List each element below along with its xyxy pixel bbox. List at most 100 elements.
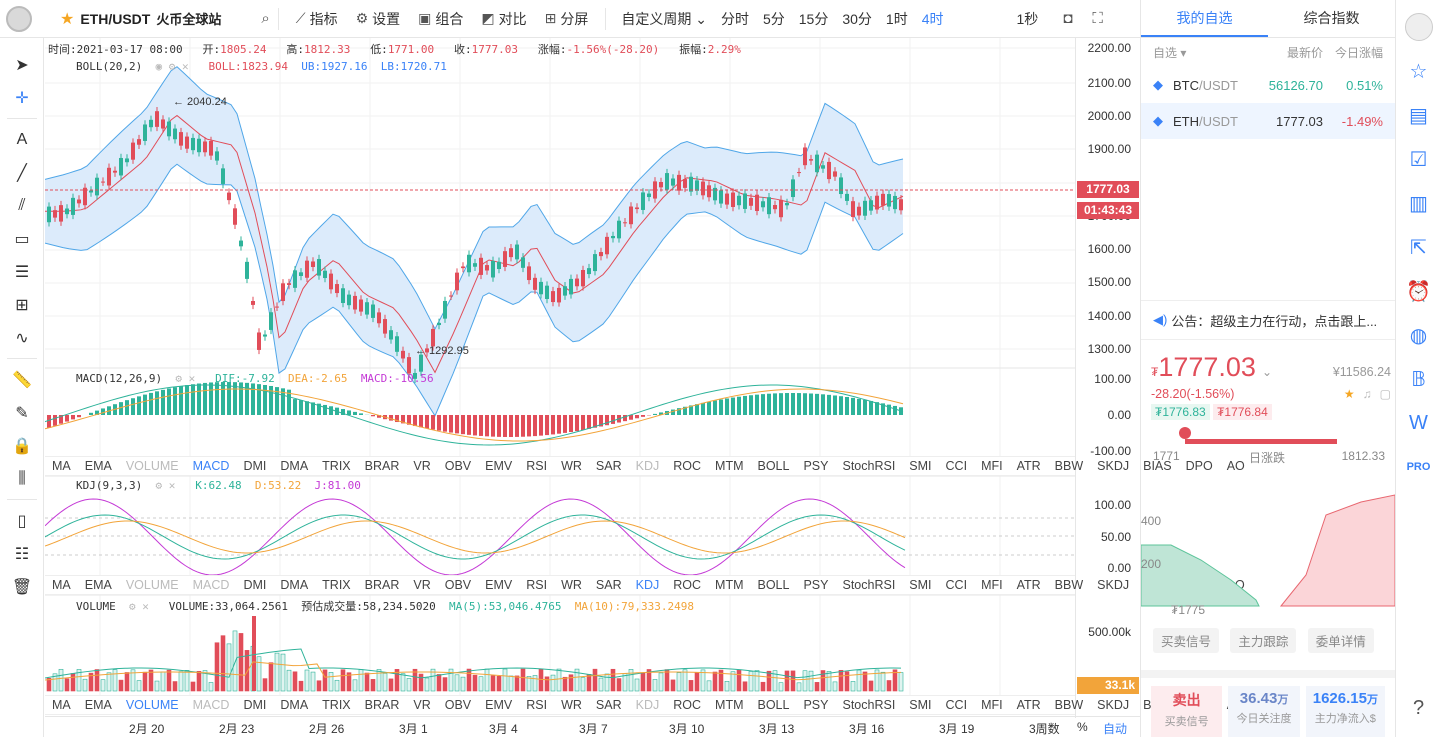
settings-list-icon[interactable]: ☷ — [14, 545, 30, 563]
indicator-tab-ema[interactable]: EMA — [84, 578, 112, 592]
book-icon[interactable]: 𝔹 — [1411, 368, 1426, 391]
indicator-tab-stochrsi[interactable]: StochRSI — [842, 698, 896, 712]
refresh-interval[interactable]: 1秒 — [1016, 10, 1039, 27]
bell-icon[interactable]: ♫ — [1362, 387, 1372, 401]
period-1h[interactable]: 1时 — [885, 10, 908, 27]
indicator-tab-kdj[interactable]: KDJ — [635, 578, 660, 592]
indicator-tab-volume[interactable]: VOLUME — [125, 698, 179, 712]
camera-icon[interactable]: ◘ — [1063, 10, 1073, 27]
wave-tool-icon[interactable]: ∿ — [15, 329, 29, 347]
pro-icon[interactable]: PRO — [1406, 461, 1431, 473]
indicator-tab-mtm[interactable]: MTM — [715, 698, 744, 712]
indicator-tab-brar[interactable]: BRAR — [364, 578, 400, 592]
combo-button[interactable]: ▣ 组合 — [418, 10, 464, 27]
indicator-tab-kdj[interactable]: KDJ — [635, 698, 660, 712]
indicator-tab-obv[interactable]: OBV — [444, 459, 472, 473]
indicator-tab-skdj[interactable]: SKDJ — [1097, 578, 1130, 592]
indicator-tab-vr[interactable]: VR — [413, 578, 431, 592]
indicator-tab-emv[interactable]: EMV — [485, 578, 513, 592]
checklist-icon[interactable]: ☑ — [1409, 148, 1428, 171]
fullscreen-icon[interactable]: ⛶ — [1092, 10, 1103, 27]
compare-button[interactable]: ◩ 对比 — [481, 10, 527, 27]
indicator-tab-roc[interactable]: ROC — [673, 459, 702, 473]
help-icon[interactable]: ? — [1412, 696, 1425, 719]
indicator-tab-ao[interactable]: AO — [1226, 459, 1245, 473]
indicator-tab-bbw[interactable]: BBW — [1054, 578, 1084, 592]
rectangle-tool-icon[interactable]: ▭ — [14, 230, 30, 248]
channel-tool-icon[interactable]: ⫽ — [18, 196, 26, 214]
indicator-tab-ma[interactable]: MA — [52, 578, 71, 592]
indicator-tab-mfi[interactable]: MFI — [981, 698, 1003, 712]
indicator-tab-macd[interactable]: MACD — [192, 459, 230, 473]
kline-chart[interactable]: ← 2040.24 ← 1292.95 — [45, 38, 1075, 718]
crosshair-icon[interactable]: ✛ — [15, 89, 29, 107]
indicator-tab-volume[interactable]: VOLUME — [125, 459, 179, 473]
indicator-tab-skdj[interactable]: SKDJ — [1097, 698, 1130, 712]
notice-bar[interactable]: ◀) 公告：超级主力在行动，点击跟上... — [1141, 300, 1395, 340]
period-4h[interactable]: 4时 — [921, 10, 944, 27]
indicator-tab-atr[interactable]: ATR — [1016, 459, 1041, 473]
pen-icon[interactable]: ✎ — [15, 404, 29, 422]
indicator-tab-smi[interactable]: SMI — [909, 578, 932, 592]
indicator-tab-atr[interactable]: ATR — [1016, 578, 1041, 592]
indicator-tab-dmi[interactable]: DMI — [243, 698, 267, 712]
indicator-tab-ema[interactable]: EMA — [84, 698, 112, 712]
indicator-tab-sar[interactable]: SAR — [595, 578, 622, 592]
cursor-arrow-icon[interactable]: ➤ — [15, 56, 29, 74]
indicator-tab-boll[interactable]: BOLL — [757, 698, 790, 712]
indicator-tab-dma[interactable]: DMA — [280, 698, 309, 712]
indicator-tab-dma[interactable]: DMA — [280, 459, 309, 473]
indicator-tab-mfi[interactable]: MFI — [981, 578, 1003, 592]
period-timeline[interactable]: 分时 — [720, 10, 749, 27]
inflow-card[interactable]: 1626.15万 主力净流入$ — [1305, 686, 1385, 737]
indicator-tab-rsi[interactable]: RSI — [526, 578, 548, 592]
tab-watchlist[interactable]: 我的自选 — [1141, 0, 1268, 37]
indicator-tab-wr[interactable]: WR — [561, 578, 582, 592]
indicator-tab-dpo[interactable]: DPO — [1185, 459, 1213, 473]
favorite-star-icon[interactable]: ★ — [60, 10, 75, 28]
indicator-tab-macd[interactable]: MACD — [192, 578, 230, 592]
indicator-tab-psy[interactable]: PSY — [803, 578, 829, 592]
indicator-tab-bias[interactable]: BIAS — [1143, 459, 1172, 473]
indicator-tab-emv[interactable]: EMV — [485, 698, 513, 712]
indicator-tab-macd[interactable]: MACD — [192, 698, 230, 712]
x-pct-toggle[interactable]: % — [1077, 720, 1088, 734]
indicator-tab-mtm[interactable]: MTM — [715, 578, 744, 592]
favorite-star-icon[interactable]: ★ — [1343, 387, 1355, 401]
indicator-tab-psy[interactable]: PSY — [803, 698, 829, 712]
indicator-tab-trix[interactable]: TRIX — [322, 578, 351, 592]
share-icon[interactable]: ▢ — [1379, 387, 1391, 401]
indicator-tab-vr[interactable]: VR — [413, 698, 431, 712]
indicator-tab-boll[interactable]: BOLL — [757, 578, 790, 592]
indicator-tab-cci[interactable]: CCI — [945, 459, 968, 473]
indicator-tab-sar[interactable]: SAR — [595, 698, 622, 712]
indicator-tab-kdj[interactable]: KDJ — [635, 459, 660, 473]
avatar[interactable] — [1396, 8, 1440, 46]
indicator-tab-vr[interactable]: VR — [413, 459, 431, 473]
indicator-tab-smi[interactable]: SMI — [909, 698, 932, 712]
period-30m[interactable]: 30分 — [842, 10, 872, 27]
indicator-tab-stochrsi[interactable]: StochRSI — [842, 459, 896, 473]
news-icon[interactable]: ▤ — [1409, 104, 1428, 127]
trash-icon[interactable]: 🗑 — [11, 578, 33, 596]
line-tool-icon[interactable]: ╱ — [17, 164, 27, 182]
watchlist-nav-icon[interactable]: ☆ — [1409, 60, 1428, 83]
indicator-tab-dma[interactable]: DMA — [280, 578, 309, 592]
bar-chart-icon[interactable]: ▥ — [1409, 192, 1428, 215]
alarm-icon[interactable]: ⏰ — [1406, 280, 1431, 303]
chevron-down-icon[interactable]: ⌄ — [1261, 365, 1273, 379]
text-tool-icon[interactable]: A — [16, 130, 28, 148]
indicator-tab-mtm[interactable]: MTM — [715, 459, 744, 473]
settings-button[interactable]: ⚙ 设置 — [355, 10, 401, 27]
lock-icon[interactable]: 🔒 — [12, 437, 32, 455]
indicator-tab-rsi[interactable]: RSI — [526, 698, 548, 712]
indicator-tab-roc[interactable]: ROC — [673, 698, 702, 712]
custom-period-dropdown[interactable]: 自定义周期 ⌄ — [621, 10, 707, 27]
indicator-tab-dmi[interactable]: DMI — [243, 578, 267, 592]
period-5m[interactable]: 5分 — [762, 10, 785, 27]
indicator-tab-stochrsi[interactable]: StochRSI — [842, 578, 896, 592]
main-force-tab[interactable]: 主力跟踪 — [1230, 628, 1297, 653]
grid-tool-icon[interactable]: ⊞ — [15, 296, 29, 314]
x-auto-toggle[interactable]: 自动 — [1103, 722, 1128, 736]
tab-index[interactable]: 综合指数 — [1303, 10, 1360, 26]
